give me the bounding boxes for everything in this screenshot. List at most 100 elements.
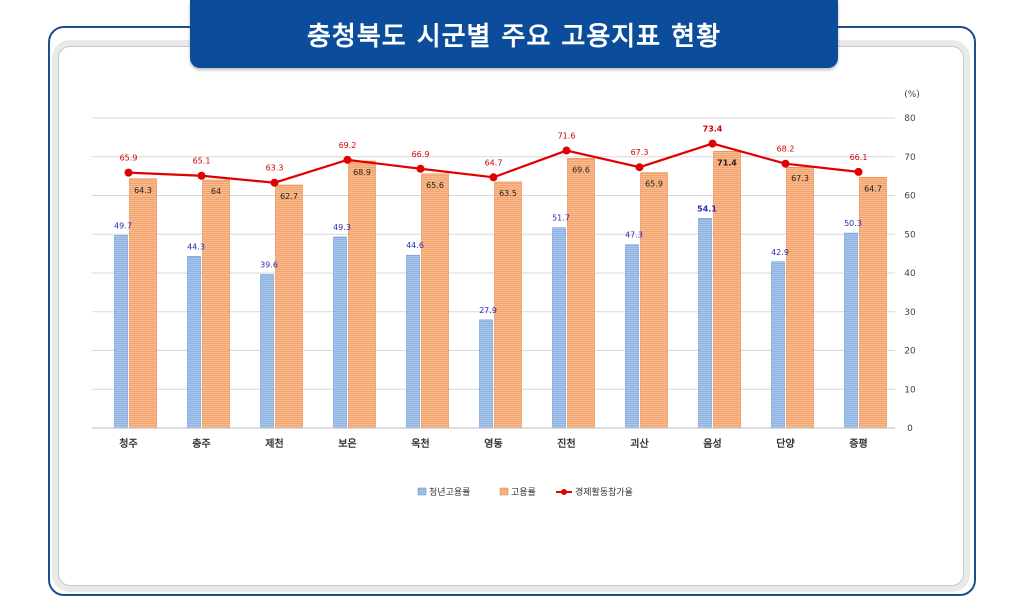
bar-youth-employment (552, 227, 566, 429)
bar-youth-employment (260, 274, 274, 429)
participation-point (416, 164, 425, 173)
x-category-label: 옥천 (411, 437, 429, 450)
line-layer (124, 139, 863, 187)
employment-value-label: 69.6 (572, 165, 590, 174)
youth-value-label: 54.1 (697, 204, 717, 213)
bar-youth-employment (406, 254, 420, 429)
x-category-label: 청주 (119, 437, 137, 450)
y-tick-label: 50 (904, 230, 916, 240)
y-tick-label: 0 (907, 424, 913, 434)
participation-value-label: 64.7 (485, 158, 503, 167)
employment-value-label: 71.4 (717, 158, 737, 167)
y-unit-label: (%) (904, 90, 920, 100)
participation-value-label: 66.1 (850, 153, 868, 162)
youth-value-label: 27.9 (479, 306, 497, 315)
y-tick-label: 40 (904, 269, 916, 279)
youth-value-label: 49.3 (333, 223, 351, 232)
bar-employment (713, 151, 741, 429)
axis-layer: 0 10 20 30 40 50 60 70 80 (%) 청주 충주 제천 보은 옥천 영동 진천 괴산 음성 단양… (92, 90, 920, 450)
chart-title: 충청북도 시군별 주요 고용지표 현황 (306, 21, 721, 52)
bar-employment (202, 179, 230, 429)
x-category-label: 단양 (776, 437, 795, 450)
participation-value-label: 66.9 (412, 150, 430, 159)
bar-employment (421, 173, 449, 429)
x-category-label: 제천 (265, 437, 283, 450)
employment-value-label: 64.3 (134, 186, 152, 195)
label-layer: 49.7 64.3 44.3 64 39.6 62.7 49.3 68.9 44.6 65.6 27… (114, 125, 882, 315)
bar-employment (786, 166, 814, 429)
legend: 청년고용률 고용률 경제활동참가율 (417, 486, 633, 498)
x-category-label: 보은 (338, 438, 356, 450)
employment-value-label: 67.3 (791, 174, 809, 183)
bar-employment (348, 160, 376, 429)
y-tick-label: 20 (904, 347, 916, 357)
bar-employment (640, 172, 668, 429)
participation-point (562, 146, 571, 155)
x-category-label: 괴산 (630, 437, 649, 450)
bar-employment (859, 177, 887, 429)
y-tick-label: 60 (904, 192, 916, 202)
employment-value-label: 64 (211, 187, 221, 196)
employment-value-label: 65.9 (645, 180, 663, 189)
participation-point (343, 155, 352, 164)
employment-value-label: 63.5 (499, 189, 517, 198)
bar-youth-employment (698, 218, 712, 429)
chart-canvas: 49.7 64.3 44.3 64 39.6 62.7 49.3 68.9 44.6 65.6 27… (92, 90, 920, 498)
youth-value-label: 49.7 (114, 221, 132, 230)
participation-value-label: 73.4 (703, 125, 723, 134)
participation-point (635, 163, 644, 172)
legend-item-youth: 청년고용률 (417, 487, 470, 498)
participation-value-label: 67.3 (631, 148, 649, 157)
legend-swatch (417, 487, 427, 496)
x-category-label: 충주 (192, 437, 210, 450)
participation-point (854, 167, 863, 176)
participation-point (489, 173, 498, 182)
title-banner: 충청북도 시군별 주요 고용지표 현황 (190, 0, 838, 68)
employment-value-label: 65.6 (426, 181, 444, 190)
employment-value-label: 64.7 (864, 184, 882, 193)
employment-value-label: 68.9 (353, 168, 371, 177)
participation-point (708, 139, 717, 148)
youth-value-label: 50.3 (844, 219, 862, 228)
bar-layer (114, 151, 887, 429)
y-tick-label: 70 (904, 153, 916, 163)
legend-item-employment: 고용률 (499, 487, 536, 498)
participation-value-label: 68.2 (777, 145, 795, 154)
y-tick-label: 10 (904, 385, 916, 395)
legend-label: 고용률 (511, 487, 536, 498)
y-tick-label: 80 (904, 114, 916, 124)
bar-youth-employment (479, 319, 493, 429)
legend-swatch-marker (561, 489, 567, 495)
participation-point (124, 168, 133, 177)
legend-item-participation: 경제활동참가율 (556, 486, 633, 498)
x-category-label: 영동 (484, 437, 502, 450)
youth-value-label: 42.9 (771, 248, 789, 257)
x-category-label: 증평 (849, 437, 867, 450)
bar-youth-employment (771, 261, 785, 429)
x-category-label: 진천 (557, 437, 575, 450)
bar-youth-employment (187, 256, 201, 429)
bar-employment (129, 178, 157, 429)
bar-employment (494, 181, 522, 429)
legend-label: 청년고용률 (429, 487, 470, 498)
participation-point (781, 159, 790, 168)
legend-label: 경제활동참가율 (575, 486, 633, 498)
legend-swatch (499, 487, 509, 496)
bar-employment (275, 184, 303, 429)
participation-value-label: 63.3 (266, 164, 284, 173)
youth-value-label: 51.7 (552, 214, 570, 223)
youth-value-label: 39.6 (260, 261, 278, 270)
participation-point (197, 171, 206, 180)
participation-value-label: 65.1 (193, 157, 211, 166)
participation-value-label: 65.9 (120, 154, 138, 163)
youth-value-label: 44.3 (187, 242, 205, 251)
x-category-label: 음성 (703, 437, 721, 450)
youth-value-label: 44.6 (406, 241, 424, 250)
participation-value-label: 69.2 (339, 141, 357, 150)
y-tick-label: 30 (904, 308, 916, 318)
youth-value-label: 47.3 (625, 231, 643, 240)
bar-youth-employment (625, 244, 639, 429)
participation-value-label: 71.6 (558, 132, 576, 141)
bar-youth-employment (114, 235, 128, 429)
bar-youth-employment (333, 236, 347, 429)
